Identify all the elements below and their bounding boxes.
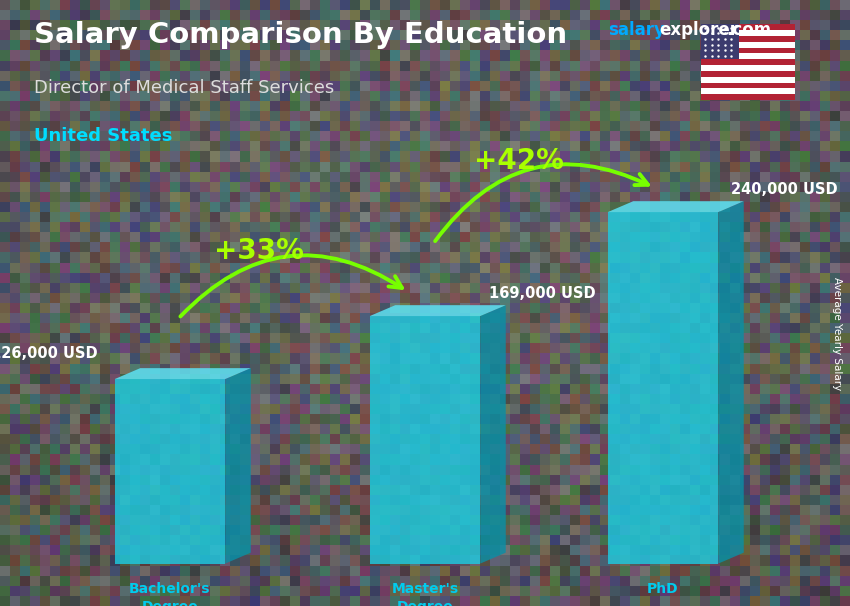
Text: explorer: explorer (659, 21, 738, 39)
Polygon shape (115, 368, 251, 379)
Polygon shape (115, 379, 225, 564)
Text: Master's
Degree: Master's Degree (392, 582, 458, 606)
Text: Average Yearly Salary: Average Yearly Salary (832, 277, 842, 390)
Text: Bachelor's
Degree: Bachelor's Degree (129, 582, 211, 606)
Text: United States: United States (34, 127, 173, 145)
Bar (701, 59, 795, 65)
Polygon shape (370, 316, 480, 564)
Text: 169,000 USD: 169,000 USD (489, 286, 595, 301)
Text: 126,000 USD: 126,000 USD (0, 346, 98, 361)
Text: PhD: PhD (647, 582, 679, 596)
Bar (701, 36, 795, 42)
Bar (701, 53, 795, 59)
Text: Director of Medical Staff Services: Director of Medical Staff Services (34, 79, 334, 97)
Text: salary: salary (608, 21, 665, 39)
Bar (701, 94, 795, 100)
Text: +42%: +42% (473, 147, 564, 175)
Bar (701, 77, 795, 82)
Text: +33%: +33% (214, 236, 304, 265)
Bar (701, 30, 795, 36)
Polygon shape (370, 305, 506, 316)
Polygon shape (225, 368, 251, 564)
Polygon shape (608, 201, 744, 212)
Polygon shape (718, 201, 744, 564)
Bar (701, 82, 795, 88)
Bar (701, 24, 739, 59)
Polygon shape (480, 305, 506, 564)
Bar (701, 47, 795, 53)
Bar (701, 88, 795, 94)
Bar (701, 65, 795, 71)
Text: Salary Comparison By Education: Salary Comparison By Education (34, 21, 567, 49)
Bar (701, 24, 795, 30)
Polygon shape (608, 212, 718, 564)
Text: 240,000 USD: 240,000 USD (731, 182, 837, 197)
Text: .com: .com (727, 21, 772, 39)
Bar (701, 42, 795, 47)
Bar (701, 71, 795, 77)
